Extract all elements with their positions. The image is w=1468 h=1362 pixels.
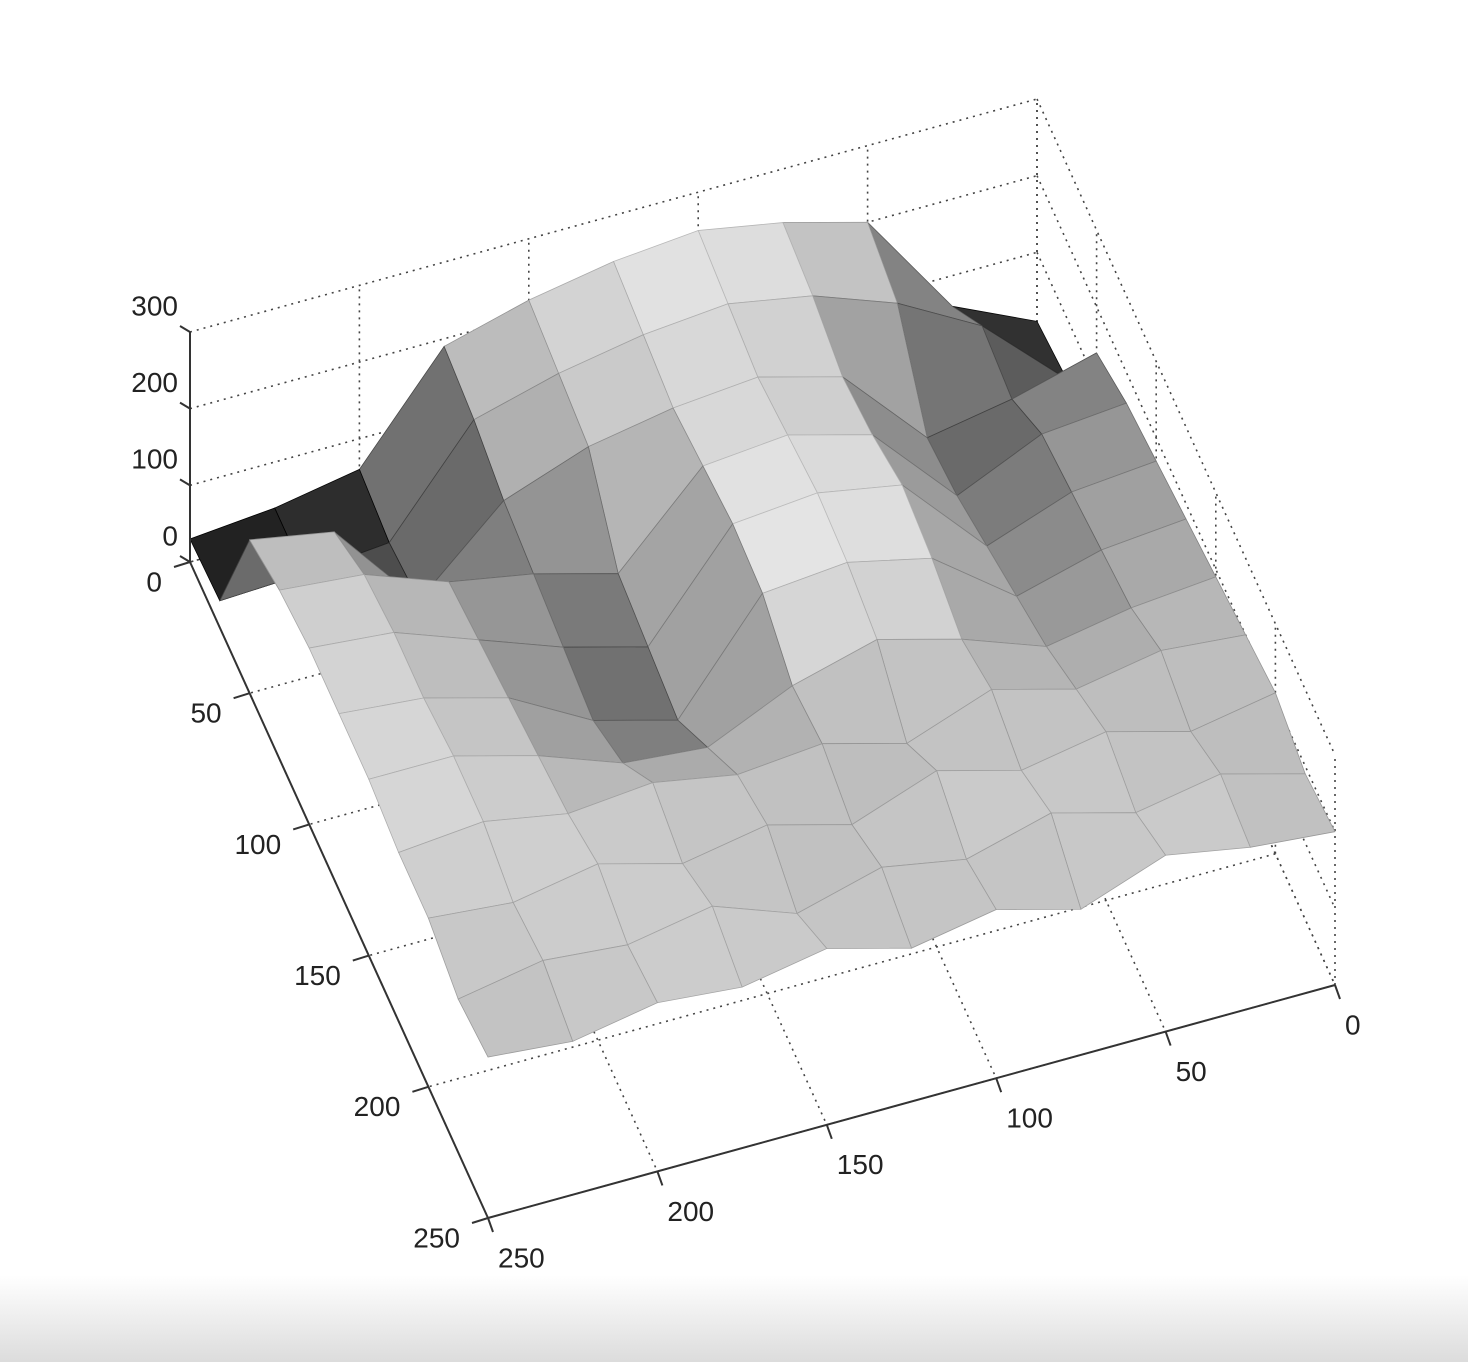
z-tick (179, 401, 191, 410)
y-tick-label: 50 (190, 698, 221, 729)
x-tick-label: 100 (1006, 1103, 1053, 1134)
y-tick (292, 823, 310, 831)
x-tick-label: 250 (498, 1242, 545, 1273)
y-tick (352, 954, 370, 962)
bottom-bar (0, 1275, 1468, 1362)
z-tick-label: 200 (131, 367, 178, 398)
x-tick (656, 1171, 664, 1186)
z-tick (179, 555, 191, 563)
y-axis (189, 561, 489, 1219)
y-tick-label: 200 (354, 1091, 401, 1122)
z-tick (179, 478, 191, 487)
y-tick (471, 1217, 489, 1224)
z-tick-label: 300 (131, 290, 178, 321)
x-tick-label: 50 (1176, 1056, 1207, 1087)
x-tick (995, 1077, 1003, 1093)
y-tick-label: 0 (146, 566, 162, 597)
y-tick (173, 561, 191, 568)
grid-line (1036, 175, 1336, 832)
y-tick-label: 250 (413, 1222, 460, 1253)
y-tick-label: 150 (294, 960, 341, 991)
x-tick (825, 1124, 833, 1140)
x-tick (487, 1217, 494, 1233)
x-tick-label: 200 (667, 1196, 714, 1227)
y-tick (412, 1085, 429, 1093)
x-tick-label: 150 (837, 1149, 884, 1180)
surface (189, 221, 1336, 1058)
y-tick (233, 692, 250, 700)
z-tick-label: 0 (162, 520, 178, 551)
x-axis (487, 984, 1336, 1219)
x-tick (1164, 1031, 1172, 1046)
y-tick-label: 100 (234, 829, 281, 860)
x-tick (1334, 984, 1341, 1000)
x-tick-label: 0 (1345, 1009, 1361, 1040)
grid-line (1036, 98, 1336, 756)
surface-patch (457, 959, 574, 1058)
z-tick-label: 100 (131, 444, 178, 475)
axes: 0 100 200 300 0 50 100 150 200 250 0 50 100 150 200 250 (131, 290, 1360, 1273)
z-tick (179, 325, 191, 333)
